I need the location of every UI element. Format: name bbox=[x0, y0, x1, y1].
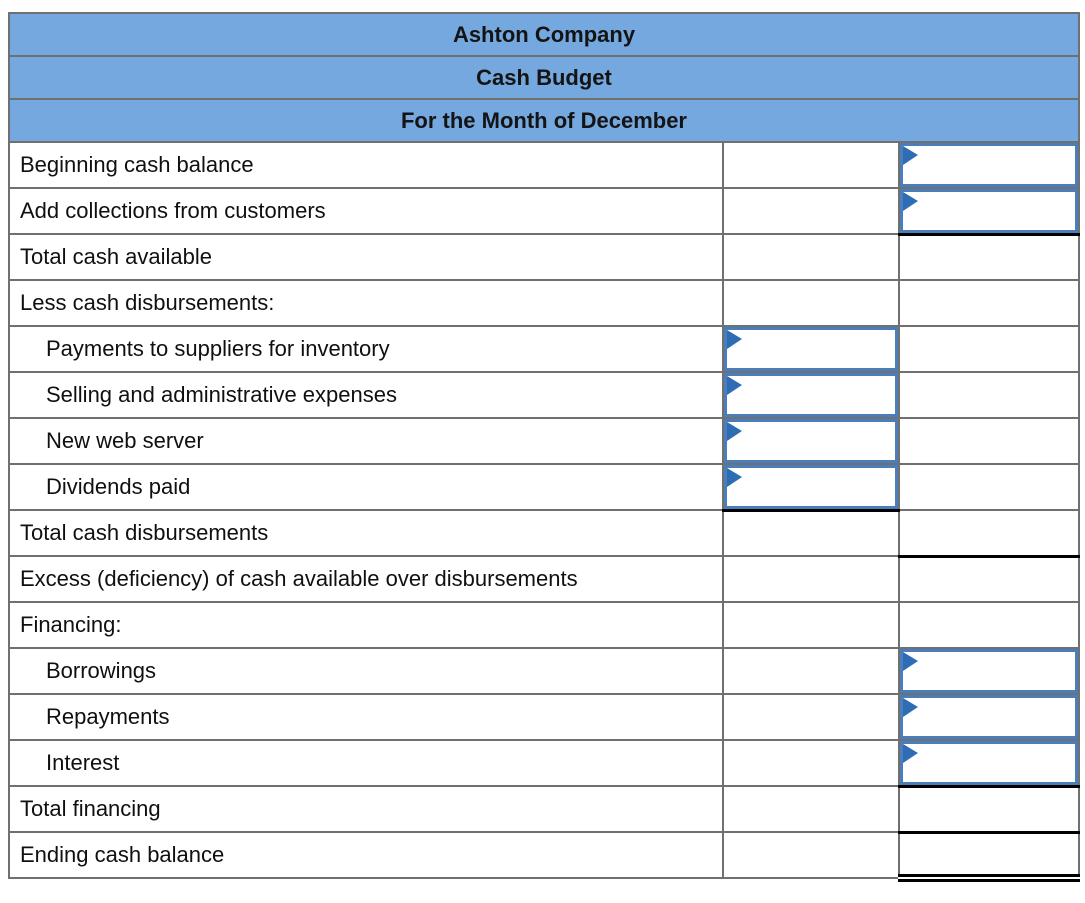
mid-value-cell bbox=[722, 233, 900, 281]
report-title-header: Cash Budget bbox=[8, 55, 1080, 100]
row-label-interest: Interest bbox=[8, 739, 724, 787]
right-value-cell bbox=[898, 693, 1080, 741]
table-row: Interest bbox=[8, 739, 1080, 788]
input-interest[interactable] bbox=[901, 742, 1077, 783]
right-value-cell bbox=[898, 509, 1080, 558]
row-label-borrowings: Borrowings bbox=[8, 647, 724, 695]
table-row: Ending cash balance bbox=[8, 831, 1080, 882]
table-row: Beginning cash balance bbox=[8, 141, 1080, 189]
row-label-excess-deficiency: Excess (deficiency) of cash available ov… bbox=[8, 555, 724, 603]
input-selling-admin-expenses[interactable] bbox=[725, 374, 897, 416]
row-label-dividends-paid: Dividends paid bbox=[8, 463, 724, 511]
company-name-header: Ashton Company bbox=[8, 12, 1080, 57]
row-label-beginning-cash-balance: Beginning cash balance bbox=[8, 141, 724, 189]
row-label-financing: Financing: bbox=[8, 601, 724, 649]
input-marker-icon bbox=[727, 468, 742, 487]
mid-value-cell bbox=[722, 463, 900, 512]
mid-value-cell bbox=[722, 187, 900, 235]
input-borrowings[interactable] bbox=[901, 650, 1077, 692]
table-row: Total financing bbox=[8, 785, 1080, 834]
input-marker-icon bbox=[903, 192, 918, 211]
mid-value-cell bbox=[722, 509, 900, 557]
row-label-selling-admin-expenses: Selling and administrative expenses bbox=[8, 371, 724, 419]
right-value-cell bbox=[898, 739, 1080, 788]
table-row: Repayments bbox=[8, 693, 1080, 741]
mid-value-cell bbox=[722, 601, 900, 649]
right-value-cell bbox=[898, 187, 1080, 236]
input-marker-icon bbox=[903, 146, 918, 165]
mid-value-cell bbox=[722, 739, 900, 787]
input-marker-icon bbox=[727, 330, 742, 349]
right-value-cell bbox=[898, 371, 1080, 419]
right-value-cell bbox=[898, 233, 1080, 281]
table-row: Less cash disbursements: bbox=[8, 279, 1080, 327]
row-label-ending-cash-balance: Ending cash balance bbox=[8, 831, 724, 879]
right-value-cell bbox=[898, 785, 1080, 834]
mid-value-cell bbox=[722, 141, 900, 189]
table-row: Borrowings bbox=[8, 647, 1080, 695]
mid-value-cell bbox=[722, 371, 900, 419]
right-value-cell bbox=[898, 141, 1080, 189]
table-row: Selling and administrative expenses bbox=[8, 371, 1080, 419]
input-new-web-server[interactable] bbox=[725, 420, 897, 462]
mid-value-cell bbox=[722, 555, 900, 603]
mid-value-cell bbox=[722, 647, 900, 695]
table-row: New web server bbox=[8, 417, 1080, 465]
right-value-cell bbox=[898, 417, 1080, 465]
right-value-cell bbox=[898, 831, 1080, 882]
right-value-cell bbox=[898, 279, 1080, 327]
row-label-less-cash-disbursements: Less cash disbursements: bbox=[8, 279, 724, 327]
table-row: Total cash disbursements bbox=[8, 509, 1080, 558]
row-label-total-cash-disbursements: Total cash disbursements bbox=[8, 509, 724, 557]
row-label-total-cash-available: Total cash available bbox=[8, 233, 724, 281]
mid-value-cell bbox=[722, 831, 900, 879]
row-label-repayments: Repayments bbox=[8, 693, 724, 741]
period-header: For the Month of December bbox=[8, 98, 1080, 143]
table-row: Payments to suppliers for inventory bbox=[8, 325, 1080, 373]
table-row: Total cash available bbox=[8, 233, 1080, 281]
mid-value-cell bbox=[722, 279, 900, 327]
right-value-cell bbox=[898, 325, 1080, 373]
mid-value-cell bbox=[722, 417, 900, 465]
input-marker-icon bbox=[903, 652, 918, 671]
mid-value-cell bbox=[722, 785, 900, 833]
right-value-cell bbox=[898, 463, 1080, 511]
input-dividends-paid[interactable] bbox=[725, 466, 897, 507]
right-value-cell bbox=[898, 601, 1080, 649]
input-marker-icon bbox=[727, 376, 742, 395]
input-repayments[interactable] bbox=[901, 696, 1077, 738]
table-row: Financing: bbox=[8, 601, 1080, 649]
row-label-payments-to-suppliers: Payments to suppliers for inventory bbox=[8, 325, 724, 373]
input-marker-icon bbox=[903, 744, 918, 763]
row-label-total-financing: Total financing bbox=[8, 785, 724, 833]
right-value-cell bbox=[898, 647, 1080, 695]
cash-budget-table: Ashton Company Cash Budget For the Month… bbox=[8, 12, 1080, 882]
mid-value-cell bbox=[722, 693, 900, 741]
input-beginning-cash-balance[interactable] bbox=[901, 144, 1077, 186]
row-label-collections-from-customers: Add collections from customers bbox=[8, 187, 724, 235]
input-marker-icon bbox=[727, 422, 742, 441]
mid-value-cell bbox=[722, 325, 900, 373]
table-row: Excess (deficiency) of cash available ov… bbox=[8, 555, 1080, 603]
row-label-new-web-server: New web server bbox=[8, 417, 724, 465]
table-row: Dividends paid bbox=[8, 463, 1080, 512]
input-marker-icon bbox=[903, 698, 918, 717]
input-payments-to-suppliers[interactable] bbox=[725, 328, 897, 370]
table-row: Add collections from customers bbox=[8, 187, 1080, 236]
input-collections-from-customers[interactable] bbox=[901, 190, 1077, 231]
right-value-cell bbox=[898, 555, 1080, 603]
